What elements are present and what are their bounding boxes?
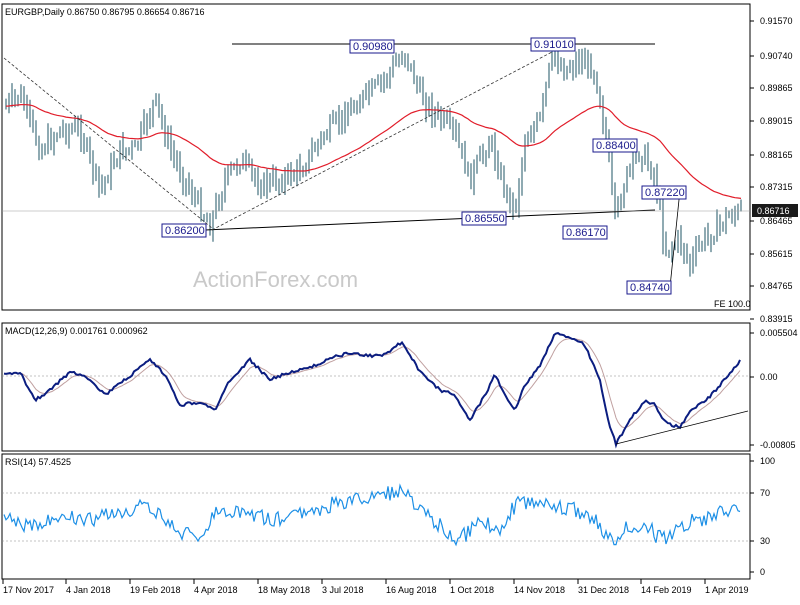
- current-price-text: 0.86716: [757, 206, 790, 216]
- price-level-label: 0.87220: [645, 187, 685, 199]
- rsi-y-tick: 100: [760, 456, 775, 466]
- price-level-label: 0.86200: [165, 225, 205, 237]
- price-y-tick: 0.88165: [760, 150, 793, 160]
- x-axis-label: 31 Dec 2018: [578, 585, 629, 595]
- price-y-tick: 0.89865: [760, 83, 793, 93]
- price-level-box: [626, 280, 672, 295]
- price-level-label: 0.86550: [465, 213, 505, 225]
- watermark: ActionForex.com: [193, 267, 358, 292]
- price-y-tick: 0.87315: [760, 182, 793, 192]
- macd-panel: MACD(12,26,9) 0.001761 0.000962 0.005504…: [1, 322, 798, 452]
- x-axis-label: 1 Oct 2018: [450, 585, 494, 595]
- price-level-box: [161, 223, 207, 238]
- x-axis-label: 1 Apr 2019: [705, 585, 749, 595]
- x-axis-label: 18 May 2018: [258, 585, 310, 595]
- macd-line: [3, 332, 741, 449]
- macd-signal-line: [3, 338, 741, 429]
- price-y-tick: 0.89015: [760, 116, 793, 126]
- price-level-box: [349, 39, 395, 54]
- price-level-label: 0.84740: [630, 282, 670, 294]
- price-level-box: [592, 138, 638, 153]
- price-level-box: [562, 225, 608, 240]
- x-axis-label: 14 Nov 2018: [514, 585, 565, 595]
- price-y-tick: 0.85615: [760, 249, 793, 259]
- x-axis-label: 4 Apr 2018: [194, 585, 238, 595]
- price-level-label: 0.86170: [566, 227, 606, 239]
- macd-y-tick: 0.005504: [760, 328, 798, 338]
- x-axis-label: 4 Jan 2018: [66, 585, 111, 595]
- price-candles: [5, 39, 742, 277]
- current-price-badge: [752, 204, 798, 217]
- trendline-support: [204, 209, 656, 231]
- price-y-tick: 0.84765: [760, 281, 793, 291]
- x-axis-label: 17 Nov 2017: [3, 585, 54, 595]
- price-y-tick: 0.91570: [760, 16, 793, 26]
- x-axis-label: 14 Feb 2019: [641, 585, 692, 595]
- price-y-axis: 0.91570 0.90740 0.89865 0.89015 0.88165 0.873…: [750, 16, 793, 324]
- price-y-tick: 0.90740: [760, 51, 793, 61]
- fe-label: FE 100.0: [714, 299, 751, 309]
- ema-line: [5, 103, 742, 199]
- price-level-label: 0.88400: [596, 140, 636, 152]
- x-axis: 17 Nov 2017 4 Jan 2018 19 Feb 2018 4 Apr 20…: [2, 579, 749, 595]
- price-level-label: 0.91010: [534, 39, 574, 51]
- x-axis-label: 19 Feb 2018: [130, 585, 181, 595]
- x-axis-label: 3 Jul 2018: [322, 585, 364, 595]
- rsi-panel: RSI(14) 57.4525 100 70 30 0: [1, 453, 775, 580]
- macd-trendline: [615, 410, 749, 445]
- price-level-label: 0.90980: [353, 41, 393, 53]
- price-y-tick: 0.83915: [760, 314, 793, 324]
- rsi-y-tick: 70: [760, 488, 770, 498]
- macd-panel-header: MACD(12,26,9) 0.001761 0.000962: [5, 326, 148, 336]
- rsi-panel-header: RSI(14) 57.4525: [5, 457, 71, 467]
- trendline-lower-right: [669, 189, 681, 288]
- trendline-dashed-up: [211, 51, 553, 231]
- rsi-y-tick: 30: [760, 536, 770, 546]
- rsi-y-axis: 100 70 30 0: [750, 456, 775, 577]
- price-level-box: [530, 37, 576, 52]
- price-level-box: [641, 185, 687, 200]
- rsi-line: [3, 483, 741, 547]
- macd-y-axis: 0.005504 0.00 -0.00805: [750, 328, 798, 450]
- price-panel: EURGBP,Daily 0.86750 0.86795 0.86654 0.8…: [1, 3, 798, 324]
- macd-y-tick: 0.00: [760, 372, 778, 382]
- rsi-y-tick: 0: [760, 567, 765, 577]
- macd-y-tick: -0.00805: [760, 440, 796, 450]
- trendlines: [2, 43, 750, 288]
- price-level-box: [461, 211, 507, 226]
- price-annotations: 0.86200 0.90980 0.86550 0.91010 0.88400 0.872…: [161, 37, 687, 295]
- x-axis-label: 16 Aug 2018: [386, 585, 437, 595]
- price-panel-header: EURGBP,Daily 0.86750 0.86795 0.86654 0.8…: [5, 7, 205, 17]
- price-y-tick: 0.86465: [760, 216, 793, 226]
